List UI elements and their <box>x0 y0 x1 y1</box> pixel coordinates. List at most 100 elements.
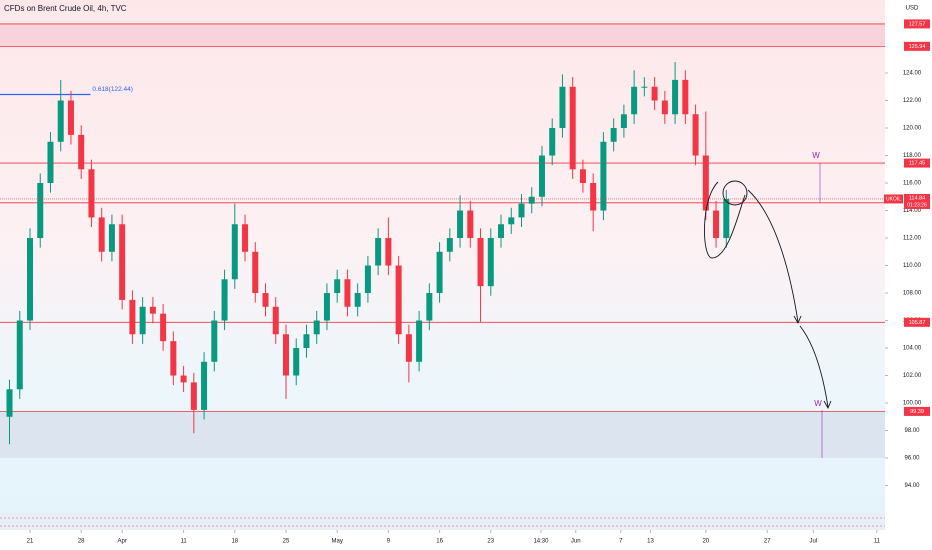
x-tick-label: 18 <box>231 539 238 545</box>
arrow-head <box>793 315 802 325</box>
candle-body <box>170 341 177 376</box>
zone <box>0 23 885 47</box>
candle-body <box>282 334 289 376</box>
y-tick-label: 96.00 <box>904 456 920 462</box>
y-tick-label: 112.00 <box>903 236 922 242</box>
y-tick-label: 118.00 <box>903 153 922 159</box>
candle-body <box>252 251 259 294</box>
candle-body <box>508 217 515 225</box>
chart-layer: 94.0096.0098.00100.00102.00104.00106.001… <box>0 19 930 545</box>
candle-body <box>600 141 607 211</box>
y-tick-label: 120.00 <box>903 126 922 132</box>
candle-body <box>498 224 505 239</box>
x-tick-label: 23 <box>487 539 494 545</box>
level-label: 105.87 <box>909 320 926 326</box>
arrow-head <box>823 400 832 410</box>
candle-body <box>610 128 617 142</box>
level-tag <box>904 41 930 51</box>
fib-label: 0.618(122.44) <box>92 86 132 93</box>
x-tick-label: 13 <box>647 539 654 545</box>
candle-body <box>323 293 330 321</box>
level-label: 127.57 <box>909 21 926 27</box>
y-tick-label: 94.00 <box>904 483 920 489</box>
candle-body <box>385 238 392 266</box>
candle-body <box>37 183 44 239</box>
x-tick-label: 25 <box>283 539 290 545</box>
level-label: 125.94 <box>909 44 926 50</box>
candle-body <box>149 306 156 314</box>
zone <box>0 411 885 459</box>
candle-body <box>549 128 556 156</box>
circle-drawing <box>722 180 748 206</box>
candle-body <box>262 293 269 307</box>
y-tick-label: 100.00 <box>903 401 922 407</box>
currency: USD <box>906 6 919 12</box>
candle-body <box>57 100 64 142</box>
y-tick-label: 102.00 <box>903 373 922 379</box>
candle-body <box>78 134 85 170</box>
candle-body <box>436 251 443 294</box>
y-tick-label: 98.00 <box>904 428 920 434</box>
x-tick-label: 14:30 <box>533 539 549 545</box>
x-tick-label: 21 <box>27 539 34 545</box>
pattern-label: W <box>814 399 822 408</box>
candle-body <box>334 279 341 294</box>
time-axis <box>0 530 885 550</box>
candle-body <box>620 114 627 129</box>
candle-body <box>242 224 249 252</box>
candle-body <box>303 334 310 349</box>
candle-body <box>467 210 474 239</box>
pattern-label: W <box>812 151 820 160</box>
candle-body <box>190 382 197 410</box>
candle-body <box>559 86 566 129</box>
candle-body <box>67 100 74 135</box>
countdown: 01:23:26 <box>907 202 927 208</box>
candle-body <box>16 320 23 390</box>
candle-body <box>416 320 423 362</box>
y-tick-label: 104.00 <box>903 346 922 352</box>
level-tag <box>904 406 930 416</box>
arrow-drawing <box>747 189 799 323</box>
lasso-drawing <box>704 181 746 259</box>
candle-body <box>211 320 218 362</box>
candle-body <box>272 306 279 335</box>
x-tick-label: Jul <box>809 539 817 545</box>
candle-body <box>631 86 638 115</box>
x-tick-label: 20 <box>702 539 709 545</box>
candle-body <box>590 183 597 211</box>
candle-body <box>641 86 648 88</box>
level-tag <box>904 317 930 327</box>
candle-body <box>47 141 54 184</box>
candle-body <box>477 238 484 287</box>
candle-body <box>98 217 105 252</box>
candle-body <box>27 238 34 321</box>
symbol: UKOIL <box>886 196 901 202</box>
level-label: 117.45 <box>909 161 925 167</box>
y-tick-label: 116.00 <box>903 181 922 187</box>
x-tick-label: 27 <box>764 539 771 545</box>
candle-body <box>313 320 320 335</box>
x-tick-label: 9 <box>387 539 391 545</box>
candle-body <box>579 169 586 184</box>
candle-body <box>487 238 494 287</box>
candle-body <box>457 210 464 239</box>
indicator-pane <box>0 513 885 530</box>
candle-body <box>375 238 382 266</box>
y-tick-label: 110.00 <box>903 263 922 269</box>
y-tick-label: 108.00 <box>903 291 922 297</box>
x-tick-label: Apr <box>117 539 126 545</box>
chart-title: CFDs on Brent Crude Oil, 4h, TVC <box>4 4 127 13</box>
candle-body <box>119 224 126 300</box>
candle-body <box>364 265 371 294</box>
last-price-label: 114.84 <box>909 195 925 201</box>
candle-body <box>129 299 136 335</box>
level-tag <box>904 19 930 29</box>
level-tag <box>904 158 930 168</box>
candle-body <box>160 313 167 342</box>
candle-body <box>682 79 689 115</box>
candle-body <box>661 100 668 115</box>
candle-body <box>405 334 412 362</box>
candle-body <box>713 210 720 239</box>
candle-body <box>651 86 658 101</box>
